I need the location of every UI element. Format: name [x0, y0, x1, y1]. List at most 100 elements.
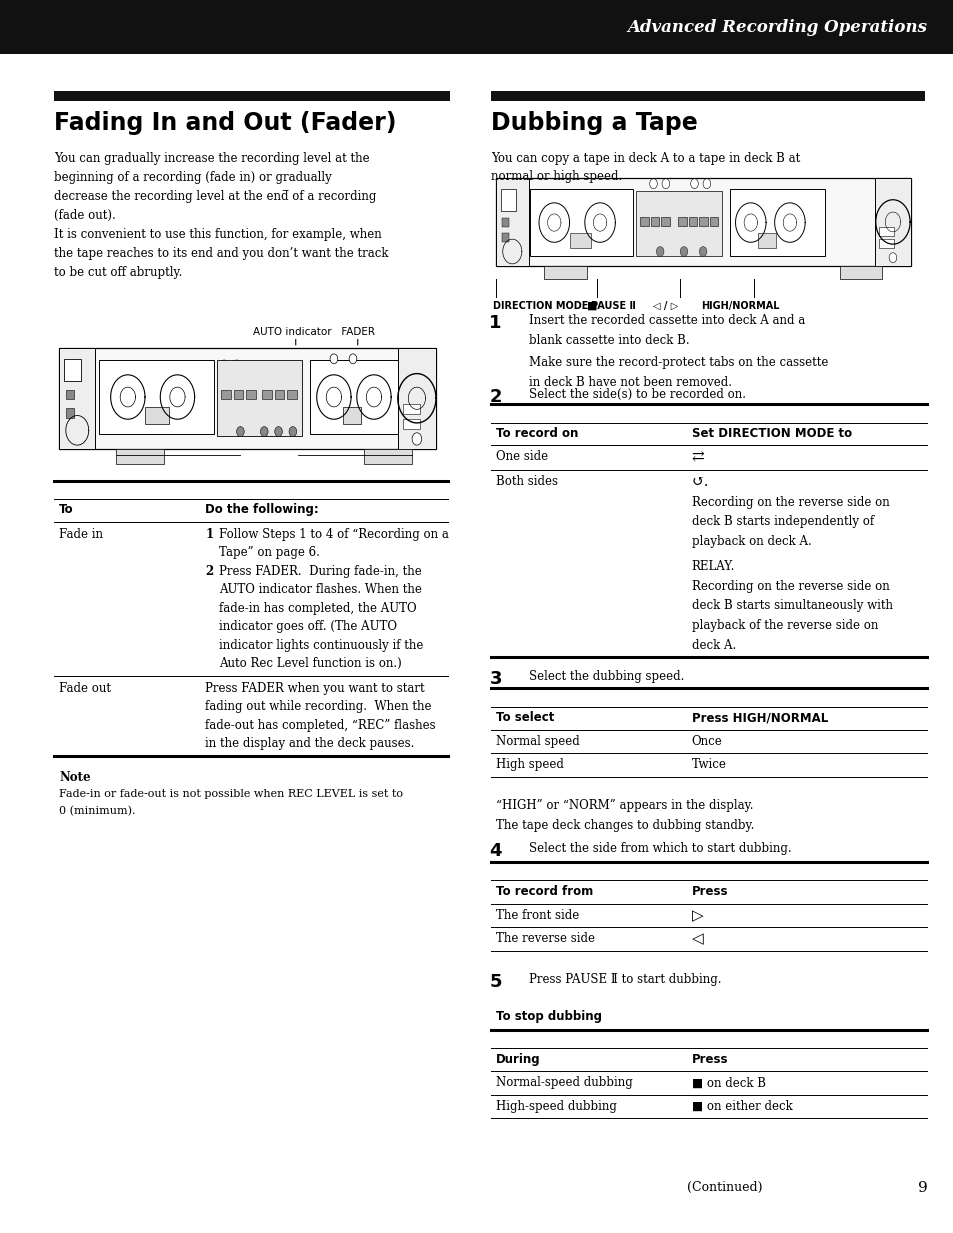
Text: Press PAUSE Ⅱ to start dubbing.: Press PAUSE Ⅱ to start dubbing. [529, 973, 721, 986]
Text: the tape reaches to its end and you don’t want the track: the tape reaches to its end and you don’… [54, 247, 389, 260]
Text: 1: 1 [205, 528, 213, 541]
Text: Tape” on page 6.: Tape” on page 6. [219, 546, 320, 560]
Text: ■: ■ [586, 301, 597, 311]
Bar [699, 217, 707, 226]
Bar [636, 191, 721, 256]
Bar [530, 189, 633, 256]
Text: Recording on the reverse side on: Recording on the reverse side on [691, 496, 888, 509]
Circle shape [330, 354, 337, 364]
Text: (Continued): (Continued) [686, 1181, 761, 1195]
Bar [343, 407, 360, 424]
Bar [500, 189, 516, 211]
Bar [496, 178, 528, 266]
Text: RELAY.: RELAY. [691, 560, 734, 573]
Text: 2: 2 [205, 565, 213, 578]
Text: decrease the recording level at the end̅ of a recording: decrease the recording level at the end̅… [54, 190, 376, 203]
Bar [216, 360, 302, 436]
Circle shape [702, 179, 710, 189]
Text: High-speed dubbing: High-speed dubbing [496, 1100, 617, 1113]
Text: HIGH/NORMAL: HIGH/NORMAL [700, 301, 779, 311]
Bar [501, 218, 509, 227]
Circle shape [233, 360, 240, 370]
Text: in deck B have not been removed.: in deck B have not been removed. [529, 376, 732, 390]
Text: 3: 3 [489, 670, 501, 688]
Text: High speed: High speed [496, 758, 563, 772]
Bar [660, 217, 669, 226]
Bar [116, 449, 164, 464]
Text: playback of the reverse side on: playback of the reverse side on [691, 619, 877, 633]
Text: (fade out).: (fade out). [54, 208, 116, 222]
Text: Set DIRECTION MODE to: Set DIRECTION MODE to [691, 427, 851, 440]
Text: ◁: ◁ [691, 932, 702, 946]
Text: To: To [59, 503, 73, 517]
Circle shape [888, 253, 896, 263]
Text: deck B starts simultaneously with: deck B starts simultaneously with [691, 599, 892, 613]
Text: Fade-in or fade-out is not possible when REC LEVEL is set to: Fade-in or fade-out is not possible when… [59, 789, 403, 799]
Text: 4: 4 [489, 842, 501, 861]
Bar [287, 390, 296, 399]
Text: Select the dubbing speed.: Select the dubbing speed. [529, 670, 684, 683]
Circle shape [289, 427, 296, 436]
Text: ■ on deck B: ■ on deck B [691, 1076, 765, 1090]
Circle shape [661, 179, 669, 189]
Text: ■ on either deck: ■ on either deck [691, 1100, 792, 1113]
Text: ▷: ▷ [691, 909, 702, 922]
Text: Fade in: Fade in [59, 528, 103, 541]
Bar [221, 390, 231, 399]
Text: To record on: To record on [496, 427, 578, 440]
Text: ⇄: ⇄ [691, 450, 703, 464]
Text: PAUSE Ⅱ: PAUSE Ⅱ [591, 301, 636, 311]
Bar [874, 178, 910, 266]
Text: Press: Press [691, 1053, 727, 1067]
Bar [402, 404, 419, 414]
Text: Press HIGH/NORMAL: Press HIGH/NORMAL [691, 711, 827, 725]
Circle shape [412, 433, 421, 445]
Bar [402, 419, 419, 429]
Bar [64, 359, 81, 381]
Text: The reverse side: The reverse side [496, 932, 595, 946]
Bar [729, 189, 824, 256]
Bar [262, 390, 272, 399]
Bar [274, 390, 284, 399]
Text: AUTO indicator   FADER: AUTO indicator FADER [253, 327, 375, 337]
Bar [839, 266, 882, 279]
Text: playback on deck A.: playback on deck A. [691, 535, 811, 549]
Text: 9: 9 [917, 1181, 926, 1195]
Text: Follow Steps 1 to 4 of “Recording on a: Follow Steps 1 to 4 of “Recording on a [219, 528, 449, 541]
Circle shape [679, 247, 687, 256]
Text: 0 (minimum).: 0 (minimum). [59, 806, 135, 816]
Bar [878, 227, 893, 236]
Text: normal or high speed.: normal or high speed. [491, 170, 622, 184]
Text: beginning of a recording (fade in) or gradually: beginning of a recording (fade in) or gr… [54, 170, 332, 184]
Text: Select the side from which to start dubbing.: Select the side from which to start dubb… [529, 842, 791, 856]
Text: To record from: To record from [496, 885, 593, 899]
Bar [491, 91, 924, 101]
Bar [0, 0, 953, 54]
Circle shape [349, 354, 356, 364]
Text: Press: Press [691, 885, 727, 899]
Bar [364, 449, 412, 464]
Text: Normal-speed dubbing: Normal-speed dubbing [496, 1076, 632, 1090]
Text: Recording on the reverse side on: Recording on the reverse side on [691, 580, 888, 593]
Text: To stop dubbing: To stop dubbing [496, 1010, 601, 1023]
Text: Twice: Twice [691, 758, 726, 772]
Circle shape [690, 179, 698, 189]
Text: 1: 1 [489, 314, 501, 333]
Bar [570, 233, 591, 248]
Bar [54, 91, 450, 101]
Text: One side: One side [496, 450, 548, 464]
Bar [397, 348, 436, 449]
Bar [709, 217, 718, 226]
Circle shape [649, 179, 657, 189]
Text: During: During [496, 1053, 540, 1067]
Text: Fading In and Out (Fader): Fading In and Out (Fader) [54, 111, 396, 134]
Bar [650, 217, 659, 226]
Text: Advanced Recording Operations: Advanced Recording Operations [627, 18, 926, 36]
Text: “HIGH” or “NORM” appears in the display.: “HIGH” or “NORM” appears in the display. [496, 799, 753, 813]
Text: Both sides: Both sides [496, 475, 558, 488]
Text: fade-in has completed, the AUTO: fade-in has completed, the AUTO [219, 602, 416, 615]
Text: in the display and the deck pauses.: in the display and the deck pauses. [205, 737, 414, 751]
Text: Make sure the record-protect tabs on the cassette: Make sure the record-protect tabs on the… [529, 356, 828, 370]
Text: The front side: The front side [496, 909, 578, 922]
Bar [66, 390, 74, 399]
